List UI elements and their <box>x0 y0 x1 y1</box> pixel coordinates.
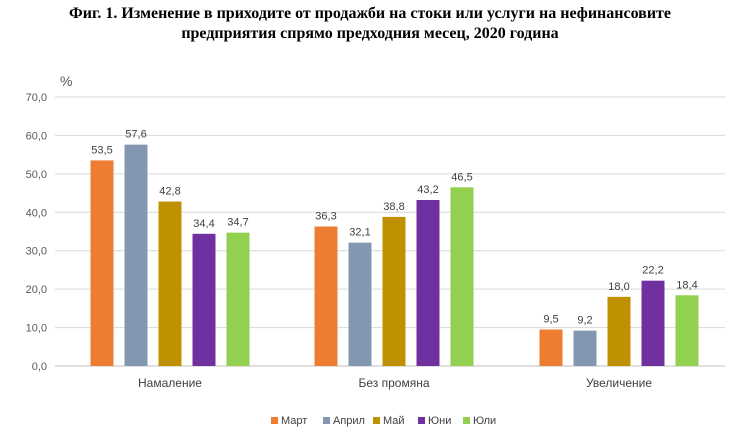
data-label: 32,1 <box>349 227 370 239</box>
data-label: 53,5 <box>91 144 112 156</box>
bar-Април-Намаление <box>124 144 148 366</box>
data-label: 34,7 <box>227 217 248 229</box>
y-tick-label: 20,0 <box>26 284 47 296</box>
x-tick-label: Без промяна <box>358 376 429 390</box>
chart-title-line-1: Фиг. 1. Изменение в приходите от продажб… <box>69 5 671 22</box>
y-tick-label: 70,0 <box>26 92 47 104</box>
data-label: 42,8 <box>159 186 180 198</box>
bar-Март-Без промяна <box>314 226 338 366</box>
y-tick-label: 50,0 <box>26 169 47 181</box>
y-tick-label: 30,0 <box>26 246 47 258</box>
bar-Юни-Намаление <box>192 233 216 366</box>
bar-Юли-Без промяна <box>450 187 474 366</box>
data-label: 38,8 <box>383 201 404 213</box>
chart-title: Фиг. 1. Изменение в приходите от продажб… <box>0 4 740 44</box>
data-label: 46,5 <box>451 171 472 183</box>
legend-label: Април <box>333 415 365 427</box>
legend-swatch <box>463 417 470 424</box>
y-tick-label: 60,0 <box>26 130 47 142</box>
x-tick-label: Увеличение <box>586 376 652 390</box>
bar-Юни-Без промяна <box>416 199 440 366</box>
data-labels: 53,5 57,6 42,8 34,4 34,7 36,3 32,1 38,8 43,2 46,5… <box>91 129 697 327</box>
data-label: 43,2 <box>417 184 438 196</box>
legend-swatch <box>418 417 425 424</box>
legend: Март Април Май Юни Юли <box>271 415 496 427</box>
legend-item: Юни <box>418 415 451 427</box>
bar-Март-Намаление <box>90 160 114 366</box>
legend-swatch <box>271 417 278 424</box>
legend-swatch <box>323 417 330 424</box>
data-label: 9,5 <box>543 313 558 325</box>
bar-Май-Увеличение <box>607 296 631 366</box>
data-label: 9,2 <box>577 315 592 327</box>
y-tick-label: 0,0 <box>32 361 47 373</box>
legend-item: Март <box>271 415 307 427</box>
legend-item: Април <box>323 415 365 427</box>
bar-Юли-Намаление <box>226 232 250 366</box>
y-axis-ticks: 0,0 10,0 20,0 30,0 40,0 50,0 60,0 70,0 <box>26 92 47 373</box>
legend-label: Юли <box>473 415 496 427</box>
bars <box>90 144 699 366</box>
bar-Юли-Увеличение <box>675 295 699 366</box>
data-label: 22,2 <box>642 265 663 277</box>
legend-item: Юли <box>463 415 496 427</box>
y-tick-label: 10,0 <box>26 323 47 335</box>
bar-Април-Без промяна <box>348 242 372 366</box>
legend-swatch <box>373 417 380 424</box>
data-label: 57,6 <box>125 129 146 141</box>
data-label: 18,0 <box>608 281 629 293</box>
data-label: 36,3 <box>315 211 336 223</box>
data-label: 34,4 <box>193 218 214 230</box>
x-axis-ticks: Намаление Без промяна Увеличение <box>138 376 652 390</box>
y-tick-label: 40,0 <box>26 207 47 219</box>
y-axis-unit-label: % <box>60 73 72 89</box>
bar-Март-Увеличение <box>539 329 563 366</box>
bar-Юни-Увеличение <box>641 280 665 366</box>
x-tick-label: Намаление <box>138 376 202 390</box>
legend-label: Март <box>281 415 307 427</box>
bar-Май-Без промяна <box>382 216 406 366</box>
bar-Май-Намаление <box>158 201 182 366</box>
chart-title-line-2: предприятия спрямо предходния месец, 202… <box>181 25 559 42</box>
legend-label: Юни <box>428 415 451 427</box>
legend-item: Май <box>373 415 405 427</box>
legend-label: Май <box>383 415 405 427</box>
data-label: 18,4 <box>676 279 697 291</box>
bar-Април-Увеличение <box>573 330 597 366</box>
